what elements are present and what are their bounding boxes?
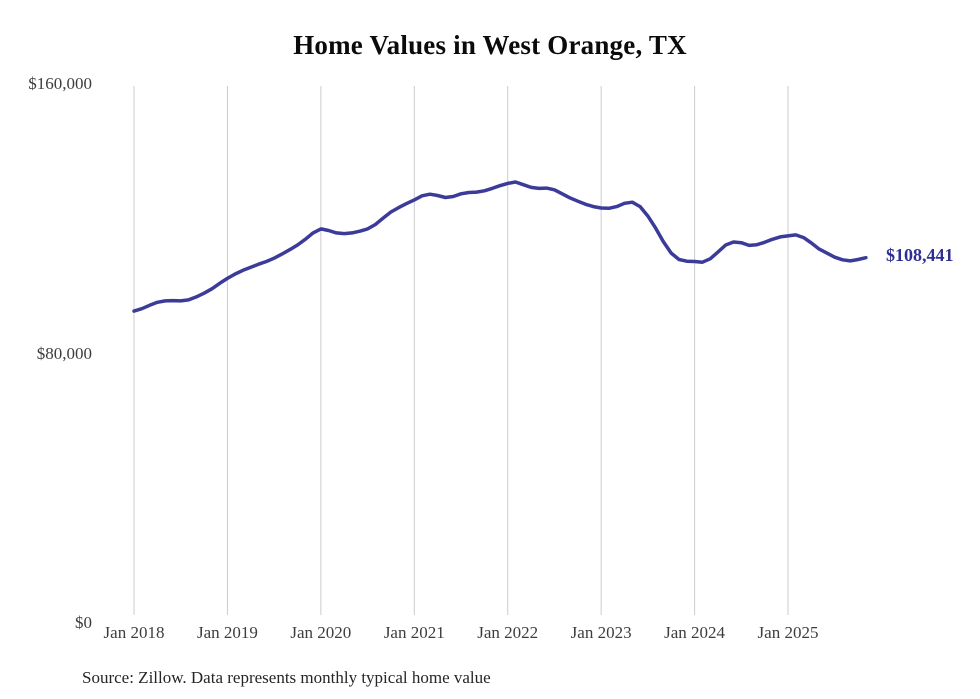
chart-title: Home Values in West Orange, TX [293,30,687,60]
x-axis-tick: Jan 2023 [570,623,632,642]
end-value-label: $108,441 [886,244,954,265]
x-axis-tick: Jan 2024 [664,623,726,642]
x-axis-tick: Jan 2025 [757,623,819,642]
source-note: Source: Zillow. Data represents monthly … [82,668,491,687]
gridlines-group [133,86,789,615]
y-axis-tick: $80,000 [36,343,92,363]
y-axis-tick: $0 [75,613,92,632]
home-value-line [132,180,868,313]
x-axis-tick: Jan 2018 [103,623,165,642]
x-axis-tick: Jan 2019 [196,623,258,642]
x-axis-tick: Jan 2020 [290,623,352,642]
y-axis-tick: $160,000 [28,74,92,93]
x-axis-tick: Jan 2022 [477,623,539,642]
x-axis-tick: Jan 2021 [383,623,445,642]
